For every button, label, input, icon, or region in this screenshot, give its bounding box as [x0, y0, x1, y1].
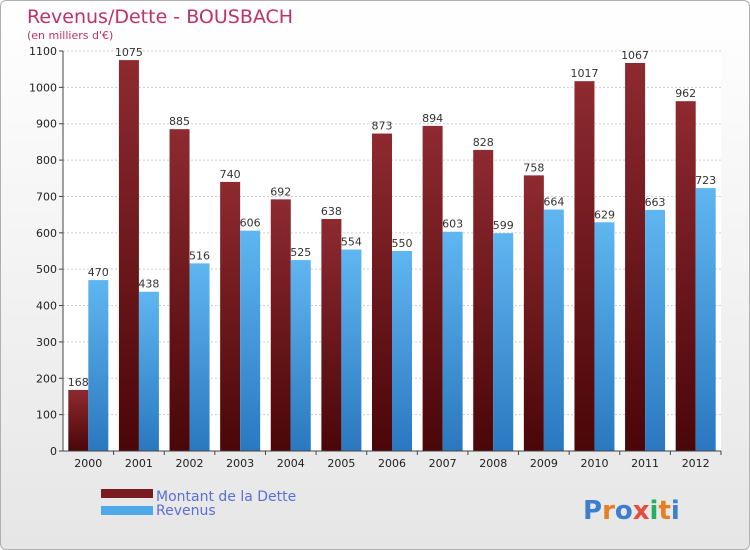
x-tick-label: 2006 — [378, 457, 406, 470]
bar-debt — [422, 125, 443, 451]
data-label-debt: 1067 — [621, 49, 649, 62]
data-label-revenus: 470 — [88, 266, 109, 279]
bars: 168 470 1075 438 885 516 740 606 692 525 638 554 873… — [68, 46, 716, 451]
data-label-revenus: 723 — [695, 174, 716, 187]
bar-revenus — [442, 231, 463, 451]
bar-debt — [270, 199, 291, 451]
data-label-revenus: 550 — [392, 237, 413, 250]
x-tick-label: 2012 — [682, 457, 710, 470]
y-tick-label: 0 — [50, 445, 57, 458]
y-axis: 0 100 200 300 400 500 600 700 800 900 1000 1100 — [29, 45, 64, 458]
y-tick-label: 300 — [36, 336, 57, 349]
bar-revenus — [392, 251, 412, 451]
data-label-debt: 758 — [523, 161, 544, 174]
proxiti-logo: Proxiti — [583, 496, 680, 526]
data-label-revenus: 606 — [240, 217, 261, 230]
x-tick-label: 2009 — [530, 457, 558, 470]
data-label-debt: 894 — [422, 112, 443, 125]
legend-swatch-debt — [101, 489, 153, 498]
bar-debt — [118, 60, 139, 451]
data-label-revenus: 603 — [442, 218, 463, 231]
bar-revenus — [290, 260, 311, 451]
data-label-debt: 873 — [372, 120, 393, 133]
x-tick-label: 2007 — [429, 457, 457, 470]
bar-revenus — [138, 291, 159, 451]
data-label-revenus: 629 — [594, 208, 615, 221]
data-label-debt: 828 — [473, 136, 494, 149]
x-tick-label: 2002 — [176, 457, 204, 470]
y-tick-label: 700 — [36, 190, 57, 203]
data-label-debt: 168 — [68, 376, 89, 389]
logo-text: Proxiti — [583, 496, 680, 526]
legend: Montant de la Dette Revenus — [101, 489, 296, 519]
x-tick-label: 2003 — [226, 457, 254, 470]
bar-debt — [523, 175, 544, 451]
data-label-debt: 885 — [169, 115, 190, 128]
data-label-revenus: 525 — [290, 246, 311, 259]
x-tick-label: 2008 — [479, 457, 507, 470]
data-label-revenus: 516 — [189, 249, 210, 262]
y-tick-label: 800 — [36, 154, 57, 167]
bar-revenus — [695, 188, 716, 451]
y-tick-label: 200 — [36, 372, 57, 385]
y-tick-label: 100 — [36, 409, 57, 422]
bar-debt — [169, 129, 190, 451]
data-label-revenus: 554 — [341, 236, 362, 249]
bar-debt — [321, 219, 342, 451]
data-label-revenus: 599 — [493, 219, 514, 232]
data-label-debt: 692 — [270, 185, 291, 198]
data-label-debt: 1017 — [570, 67, 598, 80]
chart-subtitle: (en milliers d'€) — [27, 29, 113, 42]
bar-debt — [473, 149, 494, 451]
y-tick-label: 500 — [36, 263, 57, 276]
data-label-revenus: 663 — [645, 196, 666, 209]
data-label-debt: 1075 — [115, 46, 143, 59]
bar-revenus — [88, 280, 109, 451]
bar-debt — [625, 63, 646, 451]
bar-revenus — [189, 263, 210, 451]
x-tick-label: 2005 — [327, 457, 355, 470]
y-tick-label: 400 — [36, 300, 57, 313]
data-label-debt: 740 — [220, 168, 241, 181]
legend-label-revenus: Revenus — [156, 503, 216, 519]
data-label-debt: 638 — [321, 205, 342, 218]
bar-debt — [68, 389, 89, 451]
data-label-revenus: 664 — [543, 196, 564, 209]
bar-revenus — [543, 209, 564, 451]
bar-debt — [220, 181, 241, 451]
data-label-debt: 962 — [675, 87, 696, 100]
x-tick-label: 2001 — [125, 457, 153, 470]
x-tick-label: 2004 — [277, 457, 305, 470]
bar-debt — [675, 101, 696, 451]
bar-revenus — [341, 249, 362, 451]
bar-debt — [574, 81, 595, 451]
x-tick-label: 2011 — [631, 457, 659, 470]
chart-title: Revenus/Dette - BOUSBACH — [27, 6, 293, 28]
y-tick-label: 1000 — [29, 81, 57, 94]
bar-revenus — [594, 222, 615, 451]
data-label-revenus: 438 — [138, 278, 159, 291]
legend-label-debt: Montant de la Dette — [156, 489, 296, 505]
x-tick-label: 2010 — [580, 457, 608, 470]
x-axis: 2000 2001 2002 2003 2004 2005 2006 2007 2008 2009… — [63, 450, 722, 470]
y-tick-label: 1100 — [29, 45, 57, 58]
bar-revenus — [493, 233, 514, 451]
bar-debt — [372, 133, 392, 451]
bar-revenus — [645, 209, 666, 451]
y-tick-label: 900 — [36, 118, 57, 131]
bar-revenus — [240, 230, 261, 451]
legend-swatch-revenus — [101, 506, 153, 515]
x-tick-label: 2000 — [74, 457, 102, 470]
y-tick-label: 600 — [36, 227, 57, 240]
